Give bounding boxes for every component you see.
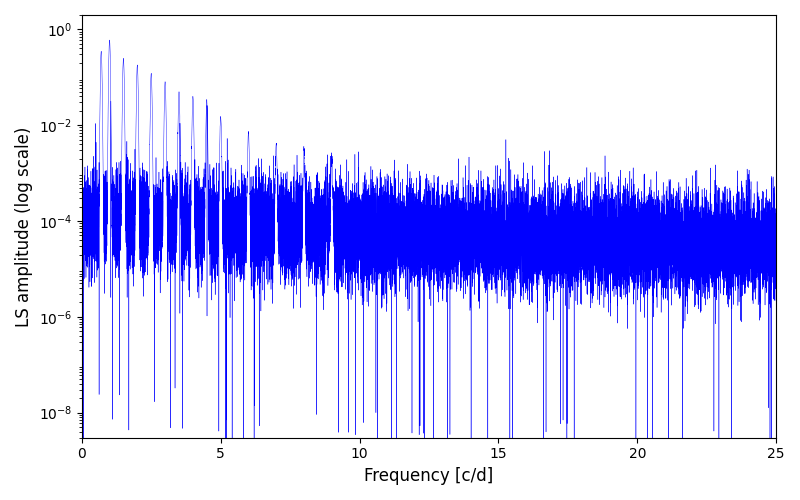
Y-axis label: LS amplitude (log scale): LS amplitude (log scale) (15, 126, 33, 326)
X-axis label: Frequency [c/d]: Frequency [c/d] (364, 467, 494, 485)
